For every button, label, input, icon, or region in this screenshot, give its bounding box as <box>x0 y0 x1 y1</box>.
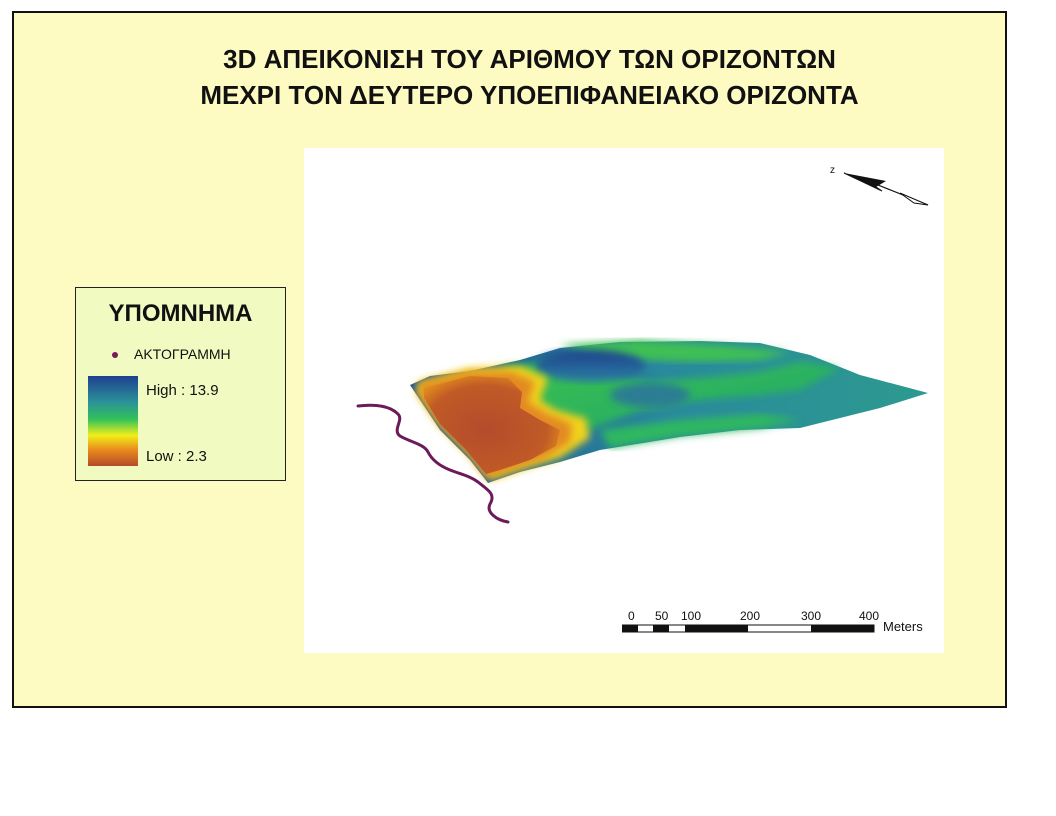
north-arrow-label: z <box>830 165 835 176</box>
legend-color-ramp <box>88 376 138 466</box>
scale-tick-400: 400 <box>859 609 880 623</box>
north-arrow-icon: z <box>830 165 929 206</box>
coastline-line <box>356 403 510 524</box>
legend-high-label: High : 13.9 <box>146 382 219 399</box>
scale-tick-100: 100 <box>681 609 702 623</box>
scale-unit-label: Meters <box>883 619 923 634</box>
terrain-high-zone <box>535 350 645 382</box>
scale-tick-0: 0 <box>628 609 635 623</box>
coastline-symbol-icon <box>112 352 118 358</box>
scale-tick-300: 300 <box>801 609 822 623</box>
scale-tick-200: 200 <box>740 609 761 623</box>
terrain-green-south <box>600 414 800 448</box>
legend-coastline-label: ΑΚΤΟΓΡΑΜΜΗ <box>134 346 231 362</box>
legend-box: ΥΠΟΜΝΗΜΑ ΑΚΤΟΓΡΑΜΜΗ High : 13.9 Low : 2.… <box>75 287 286 481</box>
scale-tick-50: 50 <box>655 609 669 623</box>
scale-bar <box>622 624 875 633</box>
legend-low-label: Low : 2.3 <box>146 448 207 465</box>
terrain-high-zone-2 <box>610 383 690 407</box>
terrain-low-zone <box>424 376 560 474</box>
map-title-line-2: ΜΕΧΡΙ ΤΟΝ ΔΕΥΤΕΡΟ ΥΠΟΕΠΙΦΑΝΕΙΑΚΟ ΟΡΙΖΟΝΤ… <box>200 80 859 110</box>
legend-title: ΥΠΟΜΝΗΜΑ <box>108 300 253 327</box>
map-title-line-1: 3D ΑΠΕΙΚΟΝΙΣΗ ΤΟΥ ΑΡΙΘΜΟΥ ΤΩΝ ΟΡΙΖΟΝΤΩΝ <box>223 44 836 74</box>
